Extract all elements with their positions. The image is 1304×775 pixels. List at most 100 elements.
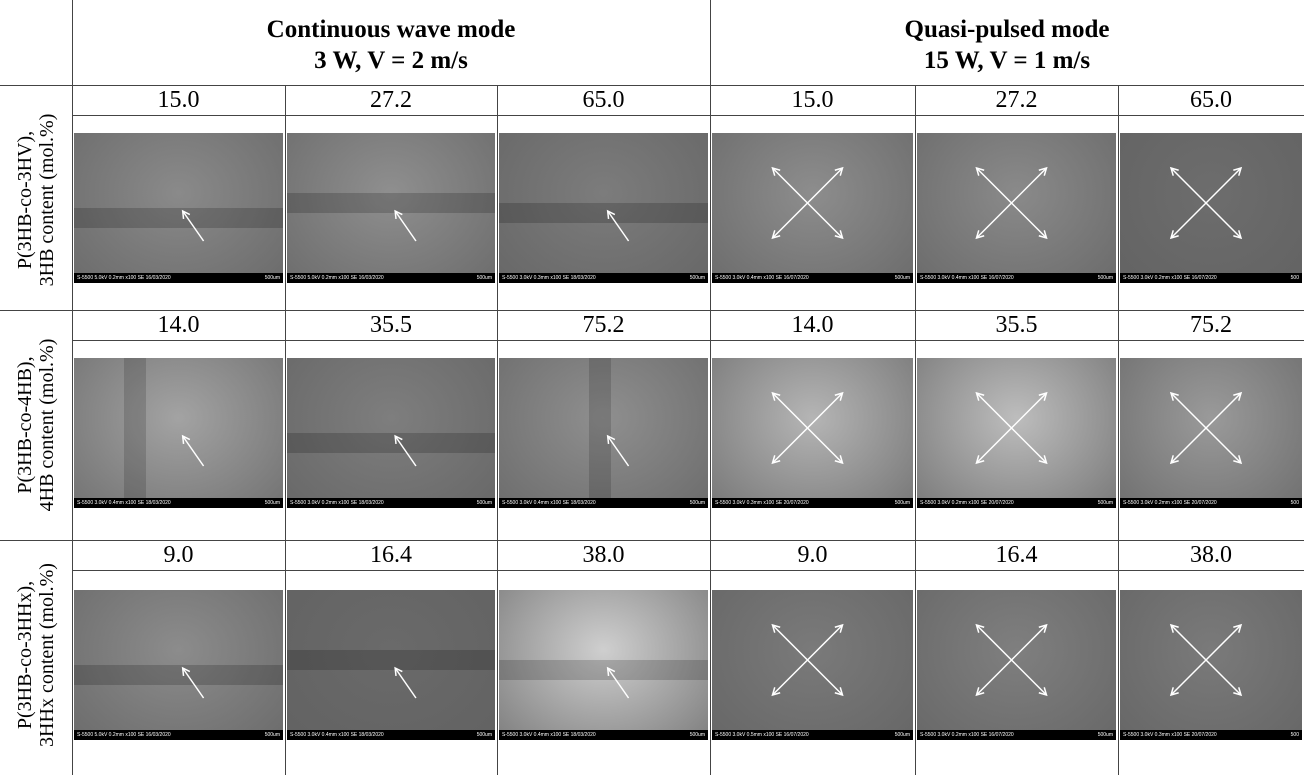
rule [1118, 85, 1119, 775]
info-text: S-5500 3.0kV 0.2mm x100 SE 16/07/2020 [1123, 273, 1217, 283]
info-bar: S-5500 3.0kV 0.2mm x100 SE 16/07/2020500 [1120, 273, 1302, 283]
scale-text: 500 [1291, 730, 1299, 740]
content-value: 27.2 [285, 85, 497, 115]
row-label: P(3HB-co-3HHx),3HHx content (mol.%) [14, 540, 58, 770]
arrow [977, 660, 1012, 695]
content-value: 75.2 [497, 310, 710, 340]
arrows [917, 358, 1116, 498]
arrow [808, 625, 843, 660]
arrows [917, 590, 1116, 730]
content-value: 14.0 [72, 310, 285, 340]
arrow [395, 668, 416, 698]
arrow [183, 668, 204, 698]
arrows [1120, 133, 1302, 273]
arrow [1206, 428, 1241, 463]
scale-text: 500um [1098, 730, 1113, 740]
info-bar: S-5500 3.0kV 0.2mm x100 SE 20/07/2020500 [1120, 498, 1302, 508]
arrow [1012, 203, 1047, 238]
content-value: 38.0 [497, 540, 710, 570]
info-text: S-5500 3.0kV 0.2mm x100 SE 16/07/2020 [920, 730, 1014, 740]
arrow [808, 660, 843, 695]
content-value: 9.0 [710, 540, 915, 570]
scale-text: 500um [895, 730, 910, 740]
info-text: S-5500 5.0kV 0.2mm x100 SE 16/03/2020 [77, 730, 171, 740]
arrow [183, 436, 204, 466]
arrows [712, 358, 913, 498]
arrow [1206, 393, 1241, 428]
info-text: S-5500 3.0kV 0.4mm x100 SE 18/03/2020 [502, 730, 596, 740]
info-bar: S-5500 3.0kV 0.4mm x100 SE 18/03/2020500… [287, 730, 495, 740]
micrograph: S-5500 3.0kV 0.2mm x100 SE 20/07/2020500 [1120, 358, 1302, 508]
scale-text: 500um [477, 498, 492, 508]
micrograph: S-5500 3.0kV 0.4mm x100 SE 18/03/2020500… [74, 358, 283, 508]
info-bar: S-5500 3.0kV 0.4mm x100 SE 18/03/2020500… [499, 498, 708, 508]
info-text: S-5500 3.0kV 0.4mm x100 SE 16/07/2020 [920, 273, 1014, 283]
scale-text: 500um [690, 730, 705, 740]
arrows [499, 133, 708, 273]
arrow [608, 668, 629, 698]
info-text: S-5500 5.0kV 0.2mm x100 SE 16/03/2020 [290, 273, 384, 283]
arrow [773, 428, 808, 463]
arrow [808, 393, 843, 428]
arrow [773, 203, 808, 238]
scale-text: 500um [265, 273, 280, 283]
content-value: 14.0 [710, 310, 915, 340]
polymer-name: P(3HB-co-3HV), [14, 85, 36, 315]
info-bar: S-5500 3.0kV 0.2mm x100 SE 16/07/2020 500… [917, 730, 1116, 740]
rule [710, 0, 711, 775]
arrow [1206, 203, 1241, 238]
arrows [287, 133, 495, 273]
scale-text: 500um [1098, 498, 1113, 508]
content-value: 9.0 [72, 540, 285, 570]
arrows [712, 590, 913, 730]
rule [497, 85, 498, 775]
info-bar: S-5500 3.0kV 0.5mm x100 SE 16/07/2020500… [712, 730, 913, 740]
arrow [773, 660, 808, 695]
content-value: 16.4 [915, 540, 1118, 570]
arrows [1120, 358, 1302, 498]
micrograph: S-5500 3.0kV 0.3mm x100 SE 20/07/2020500… [712, 358, 913, 508]
rule [285, 85, 286, 775]
arrow [608, 211, 629, 241]
micrograph: S-5500 5.0kV 0.2mm x100 SE 16/03/2020500… [74, 590, 283, 740]
content-value: 38.0 [1118, 540, 1304, 570]
info-bar: S-5500 3.0kV 0.4mm x100 SE 16/07/2020500… [917, 273, 1116, 283]
info-text: S-5500 3.0kV 0.4mm x100 SE 18/03/2020 [290, 730, 384, 740]
arrows [287, 358, 495, 498]
info-bar: S-5500 3.0kV 0.4mm x100 SE 18/03/2020 500… [499, 730, 708, 740]
content-value: 65.0 [497, 85, 710, 115]
rule [72, 0, 73, 775]
info-bar: S-5500 5.0kV 0.2mm x100 SE 16/03/2020500… [74, 730, 283, 740]
arrows [74, 133, 283, 273]
arrow [808, 203, 843, 238]
scale-text: 500um [265, 498, 280, 508]
info-text: S-5500 3.0kV 0.3mm x100 SE 20/07/2020 [715, 498, 809, 508]
arrow [773, 168, 808, 203]
arrow [773, 393, 808, 428]
arrows [712, 133, 913, 273]
micrograph: S-5500 3.0kV 0.5mm x100 SE 16/07/2020500… [712, 590, 913, 740]
arrow [977, 428, 1012, 463]
arrow [1012, 393, 1047, 428]
column-header: Quasi-pulsed mode 15 W, V = 1 m/s [710, 14, 1304, 76]
scale-text: 500um [895, 273, 910, 283]
polymer-name: P(3HB-co-3HHx), [14, 540, 36, 770]
info-bar: S-5500 3.0kV 0.4mm x100 SE 18/03/2020500… [74, 498, 283, 508]
arrow [977, 625, 1012, 660]
arrow [1206, 625, 1241, 660]
arrows [499, 358, 708, 498]
info-text: S-5500 3.0kV 0.3mm x100 SE 20/07/2020 [1123, 730, 1217, 740]
info-text: S-5500 3.0kV 0.3mm x100 SE 18/03/2020 [502, 273, 596, 283]
content-label: 3HB content (mol.%) [36, 85, 58, 315]
arrow [1171, 203, 1206, 238]
arrow [1012, 660, 1047, 695]
arrows [499, 590, 708, 730]
arrow [1171, 660, 1206, 695]
micrograph: S-5500 3.0kV 0.2mm x100 SE 16/07/2020 500… [917, 590, 1116, 740]
row-label: P(3HB-co-3HV),3HB content (mol.%) [14, 85, 58, 315]
